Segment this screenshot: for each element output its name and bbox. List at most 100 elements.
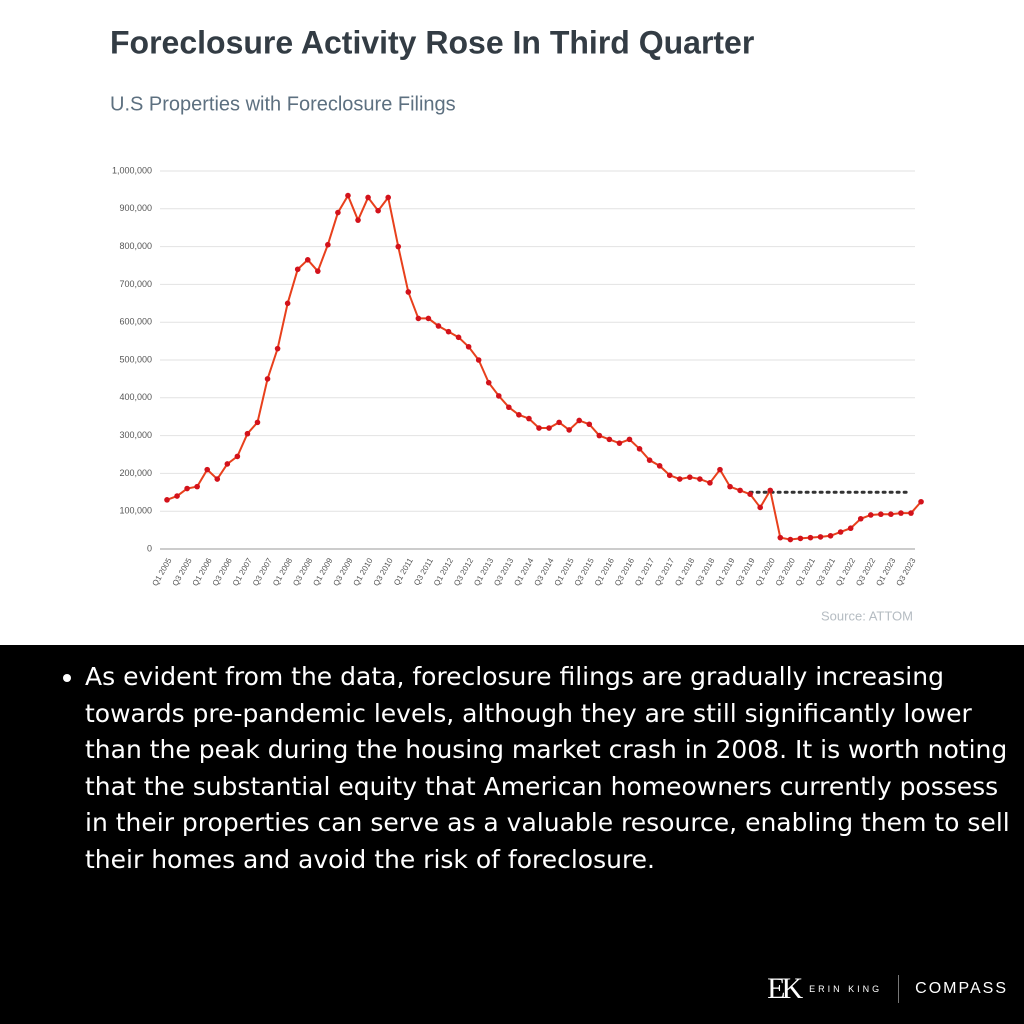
point [526,415,532,422]
point [666,472,673,479]
point [676,476,683,482]
point [737,487,743,494]
point [556,419,562,426]
point [506,404,512,411]
point [707,480,713,486]
point [878,511,884,518]
chart-title: Foreclosure Activity Rose In Third Quart… [110,24,754,60]
point [646,457,653,463]
point [787,536,794,543]
point [898,510,904,516]
point [908,510,914,516]
point [284,300,291,307]
y-tick-label: 500,000 [119,354,152,364]
y-tick-label: 200,000 [119,468,152,478]
point [485,379,492,386]
caption-text: As evident from the data, foreclosure fi… [85,659,1024,878]
point [385,194,391,201]
caption-panel: As evident from the data, foreclosure fi… [0,645,1024,1024]
point [566,427,572,433]
point [445,328,452,335]
point [536,425,542,431]
point [315,268,321,274]
point [546,425,552,431]
point [495,393,502,399]
brand-name: ERIN KING [809,984,883,994]
point [234,453,241,460]
separator [898,975,900,1003]
y-tick-label: 300,000 [119,430,152,440]
point [606,436,613,443]
y-tick-label: 700,000 [119,279,152,289]
point [254,419,261,426]
y-tick-label: 600,000 [119,317,152,327]
point [586,421,593,428]
point [857,515,864,522]
y-tick-label: 0 [147,543,152,553]
point [596,432,603,439]
point [837,529,844,535]
point [214,476,221,482]
line [166,193,922,541]
point [918,498,924,505]
point [475,357,482,363]
point [576,417,583,424]
point [264,376,271,382]
point [817,534,824,540]
y-tick-label: 900,000 [119,203,152,213]
point [435,323,442,329]
point [777,534,784,541]
point [727,483,733,490]
point [757,504,763,511]
point [204,466,211,473]
point [807,534,814,541]
brand-partner: COMPASS [915,980,1008,997]
point [164,497,170,503]
point [194,483,200,490]
point [626,436,633,443]
point [697,476,703,482]
point [274,345,281,352]
point [174,493,180,499]
point [636,446,643,452]
point [847,525,854,532]
point [767,487,774,494]
brand-mark: EK [767,972,803,1005]
point [395,243,402,250]
point [415,315,422,322]
point [616,440,623,446]
point [304,257,311,263]
point [335,209,341,216]
brand: EK ERIN KING COMPASS [767,972,1008,1006]
point [355,217,361,223]
point [405,289,412,295]
point [375,207,381,214]
point [687,474,693,480]
point [294,266,301,273]
point [425,315,432,322]
point [244,430,251,437]
point [827,532,834,539]
point [365,194,371,201]
point [797,535,804,542]
source: Source: ATTOM [821,608,913,623]
y-tick-label: 800,000 [119,241,152,251]
point [184,485,190,492]
point [325,241,331,248]
point [717,466,723,473]
y-tick-label: 400,000 [119,392,152,402]
y-tick-label: 100,000 [119,506,152,516]
bullet-list: As evident from the data, foreclosure fi… [58,659,1024,878]
point [888,511,894,518]
point [345,192,351,199]
point [656,463,663,469]
point [747,491,753,497]
chart-panel: Foreclosure Activity Rose In Third Quart… [0,0,1024,645]
point [455,334,462,341]
point [867,512,874,518]
point [465,343,472,350]
point [516,412,522,418]
chart-subtitle: U.S Properties with Foreclosure Filings [110,93,456,115]
y-tick-label: 1,000,000 [112,165,152,175]
